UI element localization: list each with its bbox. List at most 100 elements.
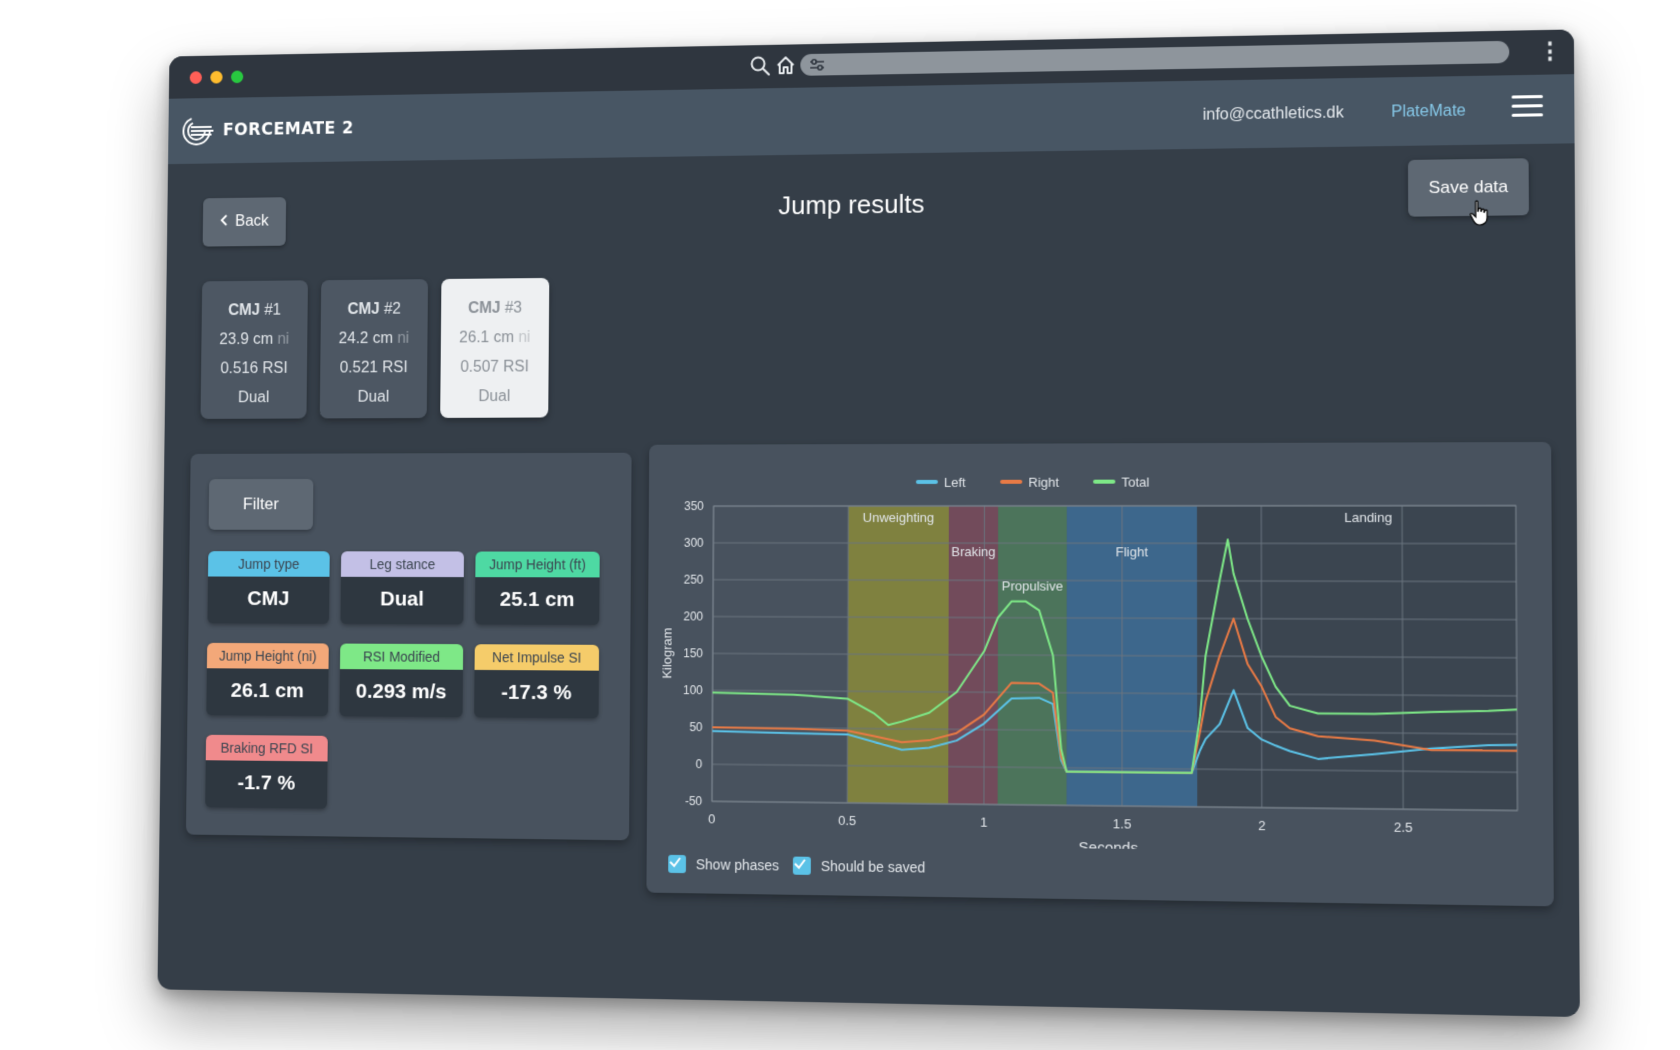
user-email[interactable]: info@ccathletics.dk — [1203, 104, 1344, 124]
metric-leg-stance: Leg stance Dual — [340, 551, 464, 624]
metric-jump-height-ft: Jump Height (ft) 25.1 cm — [475, 552, 600, 626]
close-window-button[interactable] — [190, 71, 202, 84]
metric-label: RSI Modified — [340, 644, 463, 670]
jump-card-height: 26.1 cm — [459, 329, 514, 346]
filter-button[interactable]: Filter — [209, 479, 314, 530]
phase-label: Propulsive — [1002, 578, 1063, 594]
metric-value: Dual — [340, 577, 463, 625]
y-tick-label: 150 — [683, 647, 703, 660]
metric-label: Net Impulse SI — [475, 644, 600, 670]
legend-swatch — [1093, 480, 1115, 484]
y-axis-title: Kilogram — [659, 628, 674, 679]
metric-value: -1.7 % — [205, 760, 327, 809]
show-phases-checkbox[interactable]: Show phases — [668, 855, 779, 875]
metric-value: 25.1 cm — [475, 577, 600, 625]
jump-card-type: CMJ — [347, 301, 379, 318]
metric-net-impulse-si: Net Impulse SI -17.3 % — [474, 644, 599, 718]
jump-card-type: CMJ — [228, 302, 260, 319]
maximize-window-button[interactable] — [231, 70, 243, 83]
metric-jump-type: Jump type CMJ — [207, 551, 329, 624]
x-axis-title: Seconds — [1078, 840, 1138, 855]
show-phases-label: Show phases — [696, 856, 779, 873]
y-tick-label: 50 — [689, 721, 703, 734]
phase-label: Unweighting — [863, 510, 934, 525]
checkbox-checked-icon — [668, 855, 686, 873]
jump-card-rsi-label: RSI — [382, 359, 408, 376]
metric-label: Leg stance — [341, 551, 464, 577]
x-tick-label: 1.5 — [1113, 816, 1131, 832]
phase-label: Flight — [1116, 544, 1149, 560]
metric-braking-rfd-si: Braking RFD SI -1.7 % — [205, 735, 328, 809]
legend-label: Left — [944, 475, 966, 490]
metric-jump-height-ni: Jump Height (ni) 26.1 cm — [206, 643, 328, 716]
browser-window: ⋮ FORCEMATE 2 info@ccathletics.dk PlateM… — [157, 29, 1579, 1017]
jump-card-stance: Dual — [358, 389, 390, 406]
search-icon[interactable] — [749, 55, 771, 77]
metric-label: Jump Height (ft) — [475, 552, 599, 578]
jump-card-unit: ni — [518, 329, 530, 346]
jump-card-1[interactable]: CMJ #1 23.9 cm ni 0.516 RSI Dual — [201, 280, 308, 419]
home-icon[interactable] — [775, 54, 797, 76]
x-tick-label: 0.5 — [838, 813, 856, 829]
x-tick-label: 2 — [1258, 818, 1265, 834]
y-tick-label: -50 — [685, 795, 703, 808]
metric-label: Jump Height (ni) — [207, 643, 329, 669]
metric-value: 0.293 m/s — [339, 669, 462, 717]
platemate-link[interactable]: PlateMate — [1391, 102, 1466, 121]
page-title: Jump results — [167, 180, 1575, 229]
jump-card-stance: Dual — [478, 388, 510, 405]
jump-card-rsi-label: RSI — [503, 359, 529, 376]
y-tick-label: 250 — [684, 573, 704, 586]
jump-card-unit: ni — [277, 331, 289, 348]
legend-label: Right — [1028, 474, 1059, 489]
more-vertical-icon[interactable]: ⋮ — [1538, 38, 1559, 65]
jump-card-type: CMJ — [468, 300, 501, 317]
jump-card-number: #2 — [384, 301, 401, 318]
jump-card-3[interactable]: CMJ #3 26.1 cm ni 0.507 RSI Dual — [440, 278, 549, 418]
jump-card-height: 24.2 cm — [339, 330, 393, 347]
force-time-chart: -50 0 50 100 150 200 250 300 350 0 0.5 1 1.5 2 2.5 Unwe… — [647, 442, 1554, 855]
jump-card-rsi-label: RSI — [262, 360, 287, 377]
should-be-saved-checkbox[interactable]: Should be saved — [793, 857, 925, 877]
x-tick-label: 1 — [980, 814, 987, 830]
tune-icon[interactable] — [808, 56, 826, 74]
jump-card-2[interactable]: CMJ #2 24.2 cm ni 0.521 RSI Dual — [320, 279, 428, 418]
jump-card-stance: Dual — [238, 389, 269, 406]
forcemate-logo-icon — [181, 113, 215, 148]
metric-value: 26.1 cm — [206, 668, 328, 716]
jump-card-rsi-value: 0.516 — [220, 360, 258, 377]
minimize-window-button[interactable] — [210, 71, 222, 84]
metric-value: CMJ — [207, 577, 329, 624]
legend-swatch — [1000, 480, 1022, 484]
hamburger-menu-icon[interactable] — [1512, 95, 1543, 122]
metric-label: Braking RFD SI — [206, 735, 328, 762]
x-tick-label: 0 — [708, 811, 715, 826]
y-tick-label: 300 — [684, 537, 704, 550]
checkbox-checked-icon — [793, 857, 811, 875]
jump-card-number: #3 — [505, 300, 522, 317]
legend-swatch — [916, 480, 938, 484]
metric-rsi-modified: RSI Modified 0.293 m/s — [339, 644, 463, 718]
y-tick-label: 200 — [683, 610, 703, 623]
phase-label: Landing — [1344, 510, 1392, 526]
jump-card-number: #1 — [264, 302, 281, 319]
x-tick-label: 2.5 — [1394, 819, 1413, 835]
jump-card-rsi-value: 0.521 — [340, 360, 378, 377]
metric-value: -17.3 % — [474, 670, 599, 718]
force-chart-panel: -50 0 50 100 150 200 250 300 350 0 0.5 1 1.5 2 2.5 Unwe… — [646, 442, 1553, 906]
metric-label: Jump type — [208, 551, 330, 577]
jump-card-rsi-value: 0.507 — [460, 359, 499, 376]
pointer-cursor-icon — [1468, 199, 1491, 226]
y-tick-label: 350 — [684, 500, 704, 513]
jump-card-height: 23.9 cm — [219, 331, 273, 348]
should-be-saved-label: Should be saved — [821, 858, 925, 876]
filter-panel: Filter Jump type CMJ Leg stance Dual Jum… — [186, 453, 632, 841]
y-tick-label: 0 — [696, 758, 703, 771]
phase-label: Braking — [951, 544, 995, 559]
y-tick-label: 100 — [683, 684, 703, 697]
address-bar[interactable] — [800, 41, 1509, 76]
legend-label: Total — [1121, 474, 1149, 490]
jump-card-unit: ni — [397, 330, 409, 347]
app-brand: FORCEMATE 2 — [223, 119, 354, 140]
